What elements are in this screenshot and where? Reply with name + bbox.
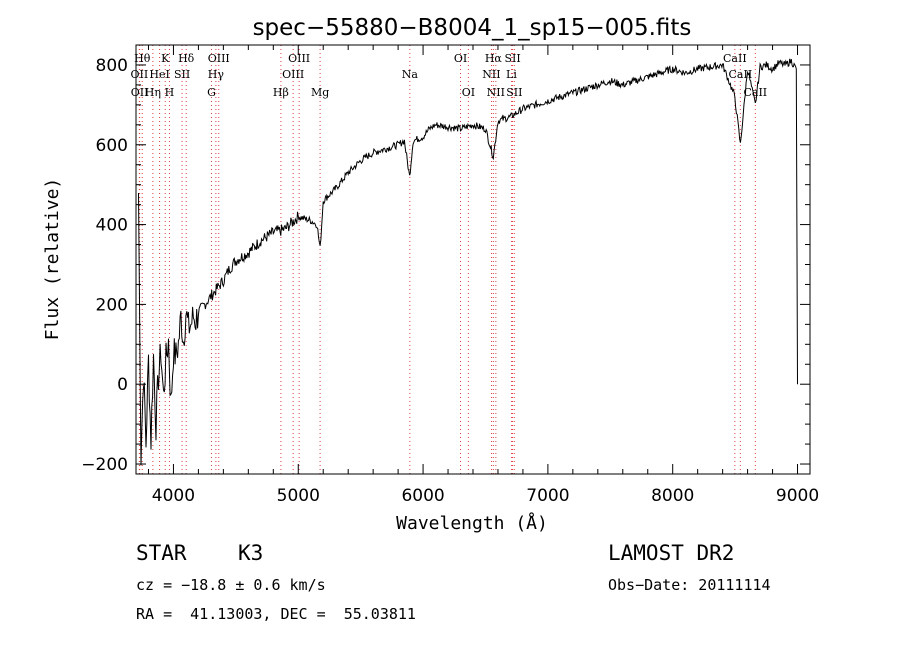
y-axis-label: Flux (relative) (42, 178, 63, 341)
y-tick-label: 600 (96, 136, 128, 156)
line-label: OIII (208, 52, 230, 65)
x-tick-label: 6000 (401, 486, 444, 506)
x-tick-label: 4000 (152, 486, 195, 506)
line-label: H (165, 86, 175, 99)
observation-date: Obs−Date: 20111114 (608, 576, 771, 594)
line-label: Hθ (134, 52, 151, 65)
chart-title: spec−55880−B8004_1_sp15−005.fits (253, 15, 692, 41)
plot-frame (135, 44, 811, 475)
x-tick-label: 5000 (277, 486, 320, 506)
line-label: HeI (149, 68, 169, 81)
spectrum-series-line (138, 58, 798, 466)
y-tick-label: 800 (96, 56, 128, 76)
coordinates: RA = 41.13003, DEC = 55.03811 (136, 605, 416, 623)
spectral-line-markers (138, 45, 756, 474)
line-label: CaII (723, 52, 747, 65)
line-label: Li (506, 68, 517, 81)
x-tick-label: 9000 (776, 486, 819, 506)
line-label: NII (482, 68, 500, 81)
y-tick-label: −200 (81, 455, 128, 475)
line-label: Hα (485, 52, 503, 65)
line-label: K (161, 52, 170, 65)
line-label: OII (131, 86, 149, 99)
x-tick-label: 8000 (651, 486, 694, 506)
object-subclass: K3 (238, 541, 264, 565)
line-label: Hγ (208, 68, 225, 81)
line-label: OIII (282, 68, 304, 81)
line-label: SII (174, 68, 190, 81)
survey-name: LAMOST DR2 (608, 541, 735, 565)
line-label: NII (487, 86, 505, 99)
y-tick-label: 400 (96, 216, 128, 236)
object-class: STAR (136, 541, 187, 565)
line-label: Hδ (178, 52, 195, 65)
y-tick-label: 200 (96, 295, 128, 315)
line-label: CaII (743, 86, 767, 99)
line-label: Hβ (273, 86, 289, 99)
line-label: OIII (288, 52, 310, 65)
line-label: OII (131, 68, 149, 81)
line-label: Na (402, 68, 419, 81)
line-label: SII (506, 86, 522, 99)
redshift-velocity: cz = −18.8 ± 0.6 km/s (136, 576, 326, 594)
y-tick-label: 0 (117, 375, 128, 395)
line-label: G (207, 86, 216, 99)
x-axis-label: Wavelength (Å) (396, 512, 548, 534)
line-label: OI (462, 86, 475, 99)
line-label: CaII (729, 68, 753, 81)
line-label: OI (454, 52, 467, 65)
line-label: Mg (311, 86, 329, 99)
line-label: SII (504, 52, 520, 65)
axis-ticks: 4000 5000 6000 7000 8000 9000 −200 0 200 400 600 80… (81, 45, 819, 506)
x-tick-label: 7000 (526, 486, 569, 506)
line-label: Hη (145, 86, 161, 99)
